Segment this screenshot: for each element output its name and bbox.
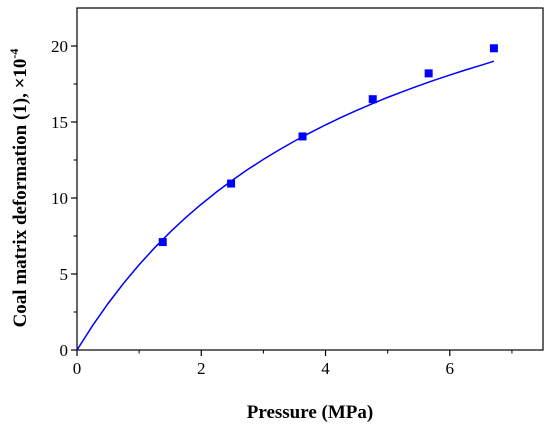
data-point (158, 238, 167, 247)
data-point (424, 69, 433, 78)
y-axis-title: Coal matrix deformation (1), ×10-4 (7, 49, 31, 328)
y-axis-title-exponent: -4 (7, 49, 21, 59)
y-axis-title-main: Coal matrix deformation (1), ×10 (10, 59, 31, 328)
x-tick-label: 4 (321, 359, 330, 378)
plot-frame (76, 7, 544, 351)
data-point (227, 179, 236, 188)
y-tick-label: 15 (51, 113, 68, 132)
data-point (298, 132, 307, 141)
y-tick-label: 10 (51, 189, 68, 208)
y-tick-label: 20 (51, 37, 68, 56)
fit-curve (76, 60, 495, 351)
y-tick-label: 5 (60, 265, 69, 284)
x-tick-label: 6 (446, 359, 455, 378)
data-point (489, 44, 498, 53)
axes: 0 2 4 6 0 5 10 15 20 (51, 7, 544, 378)
y-tick-label: 0 (60, 341, 69, 360)
data-point (368, 95, 377, 104)
x-axis-title: Pressure (MPa) (247, 402, 373, 423)
x-tick-label: 0 (73, 359, 82, 378)
fit-curve-group (76, 60, 495, 351)
data-points-group (158, 44, 498, 247)
x-tick-label: 2 (197, 359, 206, 378)
